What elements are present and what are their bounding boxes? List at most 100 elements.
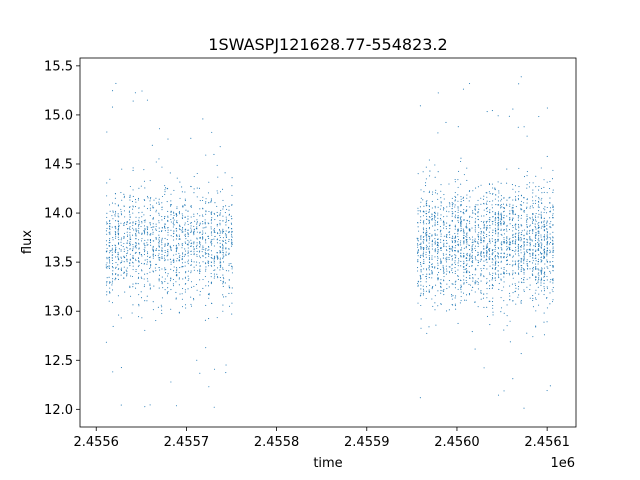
data-point <box>137 230 139 232</box>
data-point <box>122 246 124 248</box>
data-point <box>474 208 476 210</box>
data-point <box>219 239 221 241</box>
data-point <box>477 251 479 254</box>
data-point <box>158 230 160 232</box>
data-point <box>535 268 537 270</box>
data-point <box>549 180 551 183</box>
data-point <box>222 237 224 239</box>
data-point <box>508 272 510 274</box>
data-point <box>465 240 467 242</box>
data-point <box>170 263 172 265</box>
data-point <box>231 218 233 220</box>
data-point <box>109 210 111 212</box>
data-point <box>532 249 534 251</box>
data-point <box>161 257 163 259</box>
data-point <box>208 202 210 204</box>
data-point <box>469 255 471 257</box>
y-tick-label: 13.5 <box>44 256 73 271</box>
data-point <box>451 283 453 285</box>
data-point <box>204 319 206 321</box>
data-point <box>541 278 543 280</box>
data-point <box>123 197 125 199</box>
data-point <box>431 255 433 257</box>
data-point <box>480 242 482 244</box>
data-point <box>457 211 459 213</box>
data-point <box>503 222 505 224</box>
data-point <box>520 353 522 355</box>
data-point <box>540 256 542 258</box>
data-point <box>196 255 198 258</box>
data-point <box>440 201 442 203</box>
data-point <box>423 205 425 207</box>
data-point <box>152 226 154 228</box>
data-point <box>509 237 511 239</box>
data-point <box>190 296 192 298</box>
data-point <box>135 242 137 244</box>
data-point <box>160 304 162 306</box>
data-point <box>210 212 212 214</box>
data-point <box>486 278 488 280</box>
data-point <box>500 261 502 263</box>
data-point <box>449 205 451 207</box>
data-point <box>495 231 497 233</box>
data-point <box>126 242 128 244</box>
data-point <box>457 265 459 267</box>
data-point <box>546 275 548 278</box>
data-point <box>540 280 542 282</box>
data-point <box>471 227 473 229</box>
data-point <box>529 253 531 255</box>
data-point <box>518 227 520 229</box>
data-point <box>182 288 184 290</box>
data-point <box>458 260 460 262</box>
data-point <box>537 268 539 270</box>
data-point <box>477 282 479 284</box>
data-point <box>515 199 517 201</box>
data-point <box>208 294 210 296</box>
data-point <box>416 243 419 245</box>
data-point <box>446 222 448 224</box>
data-point <box>129 219 131 221</box>
data-point <box>474 247 476 249</box>
data-point <box>161 297 163 299</box>
data-point <box>420 288 422 290</box>
data-point <box>529 218 531 220</box>
data-point <box>451 202 453 204</box>
data-point <box>437 278 439 280</box>
data-point <box>468 294 471 296</box>
data-point <box>106 233 108 235</box>
data-point <box>193 213 195 215</box>
data-point <box>225 216 227 218</box>
data-point <box>440 235 442 237</box>
data-point <box>176 235 178 237</box>
data-point <box>500 212 502 214</box>
data-point <box>523 260 525 262</box>
data-point <box>417 210 419 212</box>
data-point <box>164 243 166 245</box>
data-point <box>520 207 522 209</box>
data-point <box>514 233 516 235</box>
data-point <box>480 275 482 277</box>
data-point <box>551 301 554 303</box>
data-point <box>222 220 224 222</box>
data-point <box>523 197 525 199</box>
data-point <box>552 270 554 272</box>
data-point <box>167 138 169 140</box>
data-point <box>216 317 218 319</box>
data-point <box>497 196 499 198</box>
data-point <box>463 234 465 236</box>
data-point <box>463 279 465 281</box>
data-point <box>106 216 108 218</box>
data-point <box>205 226 207 228</box>
data-point <box>170 268 172 270</box>
data-point <box>445 225 447 228</box>
data-point <box>506 247 508 249</box>
data-point <box>231 223 233 225</box>
data-point <box>465 223 468 225</box>
data-point <box>167 229 169 231</box>
data-point <box>129 216 131 218</box>
data-point <box>193 215 195 217</box>
data-point <box>135 229 137 232</box>
data-point <box>111 273 114 275</box>
data-point <box>175 297 177 299</box>
data-point <box>518 167 520 169</box>
